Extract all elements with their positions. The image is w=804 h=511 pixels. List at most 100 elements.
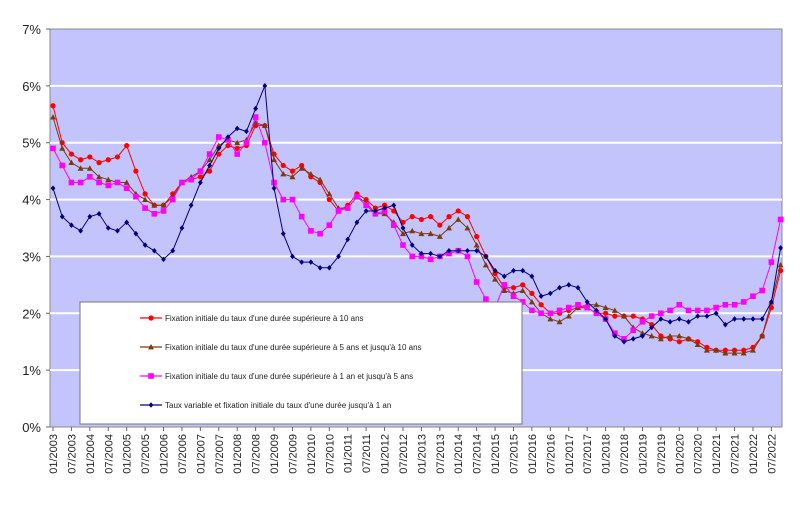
x-tick-label: 01/2014 [453,434,465,474]
data-point [243,139,250,146]
data-point [307,170,314,177]
x-tick-label: 07/2014 [472,434,484,474]
data-point [713,310,719,317]
data-point [114,154,121,160]
data-point [105,225,111,231]
data-point [612,333,618,339]
data-point [593,301,600,308]
data-point [381,208,388,214]
data-point [151,210,158,217]
data-point [704,313,710,319]
data-point [317,230,323,237]
data-point [556,318,563,325]
data-point [538,310,544,317]
data-point [538,302,544,308]
y-tick-label: 5% [22,136,41,151]
data-point [501,273,507,280]
data-point [437,222,443,228]
legend-label: Fixation initiale du taux d'une durée su… [165,314,364,323]
x-tick-label: 07/2021 [730,434,742,474]
data-point [676,301,683,308]
data-point [252,119,259,126]
x-tick-label: 01/2017 [564,434,576,474]
x-tick-label: 01/2005 [122,434,134,474]
data-point [160,202,167,208]
x-tick-label: 01/2020 [674,434,686,474]
data-point [418,253,425,260]
x-tick-label: 01/2006 [159,434,171,474]
data-point [317,265,323,271]
data-point [482,261,489,268]
data-point [77,179,84,186]
x-tick-label: 01/2015 [490,434,502,474]
series-line [52,85,782,343]
data-point [455,216,462,222]
legend: Fixation initiale du taux d'une durée su… [79,301,523,425]
series-line [52,116,782,354]
data-point [280,196,287,203]
data-point [298,213,305,220]
data-point [59,145,66,151]
x-tick-label: 01/2008 [232,434,244,474]
data-point [676,339,682,345]
data-point [68,179,75,186]
data-point [215,134,222,140]
x-tick-label: 07/2016 [545,434,557,474]
data-point [649,324,655,331]
legend-label: Taux variable et fixation initiale du ta… [165,401,391,410]
data-point [749,347,756,353]
data-point [611,307,618,313]
data-point [234,139,241,146]
data-point [133,193,139,200]
data-point [510,293,517,300]
data-point [575,284,581,291]
y-tick-label: 0% [22,420,41,435]
data-point [768,259,775,265]
data-point [363,202,369,209]
y-tick-label: 3% [22,249,41,264]
data-point [271,179,277,186]
data-point [289,173,296,180]
data-point [455,247,461,254]
data-point [123,185,130,191]
x-tick-label: 07/2010 [324,434,336,474]
data-point [667,307,673,314]
data-point [363,208,369,214]
data-point [658,316,664,322]
data-point [732,316,737,322]
data-point [179,225,185,231]
legend-item: Fixation initiale du taux d'une durée su… [140,343,422,352]
x-tick-label: 07/2018 [619,434,631,474]
data-point [436,233,443,239]
data-point [372,205,378,211]
data-point [289,168,296,174]
data-point [603,310,609,316]
data-point [778,245,783,251]
data-point [271,185,277,191]
data-point [234,151,240,157]
data-point [96,160,102,166]
y-tick-label: 4% [22,193,41,208]
data-point [446,250,452,257]
data-point [750,316,756,322]
data-point [206,168,213,174]
data-point [630,336,636,342]
data-point [225,134,231,140]
data-point [695,313,701,319]
data-point [290,253,295,260]
data-point [667,333,674,339]
series-diamond-3 [50,83,783,345]
data-point [409,253,415,260]
data-point [464,225,471,231]
data-point [400,225,406,231]
data-point [667,319,673,325]
x-tick-label: 01/2021 [711,434,723,474]
data-point [188,176,194,183]
data-point [565,313,572,319]
data-point [390,222,397,228]
data-point [142,196,149,202]
data-point [703,347,710,353]
data-point [133,168,139,174]
x-tick-label: 07/2019 [656,434,668,474]
data-point [197,174,203,180]
